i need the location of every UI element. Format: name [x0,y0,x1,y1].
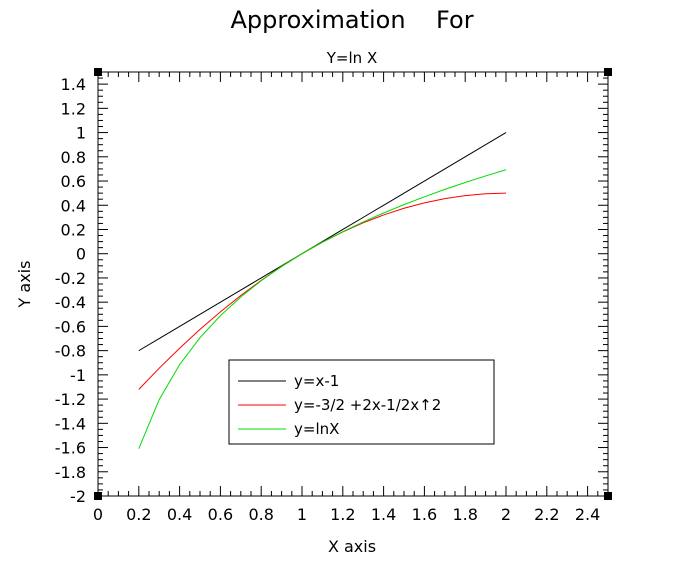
legend-label-1: y=-3/2 +2x-1/2x↑2 [294,396,441,414]
x-tick-label: 0.6 [208,505,233,524]
y-tick-label: -1.2 [55,390,86,409]
x-tick-label: 2 [501,505,511,524]
y-tick-label: 1.4 [61,75,86,94]
y-tick-label: -1.4 [55,414,86,433]
x-tick-label: 1.4 [371,505,396,524]
y-tick-label: -2 [70,487,86,506]
x-tick-label: 0.4 [167,505,192,524]
legend-box [228,359,495,445]
y-tick-label: 0.2 [61,220,86,239]
y-tick-label: -1 [70,366,86,385]
legend-label-0: y=x-1 [294,372,339,390]
legend: y=x-1 y=-3/2 +2x-1/2x↑2 y=lnX [228,359,495,445]
y-tick-label: 0.8 [61,148,86,167]
series-lines [138,132,507,449]
y-tick-label: 0 [76,245,86,264]
x-tick-label: 0.2 [126,505,151,524]
x-tick-label: 2.2 [534,505,559,524]
x-tick-label: 2.4 [575,505,600,524]
x-axis-label: X axis [328,537,376,556]
legend-label-2: y=lnX [294,420,339,438]
y-tick-label: -0.6 [55,317,86,336]
y-tick-label: -0.2 [55,269,86,288]
series-line-0 [138,132,507,352]
y-tick-label: -1.6 [55,439,86,458]
axis-ticks [97,71,609,497]
x-tick-label: 1 [297,505,307,524]
y-tick-label: 0.4 [61,196,86,215]
x-tick-label: 0.8 [248,505,273,524]
x-tick-label: 1.2 [330,505,355,524]
y-tick-label: 0.6 [61,172,86,191]
x-tick-label: 1.6 [412,505,437,524]
y-axis-label: Y axis [15,261,34,309]
y-tick-label: -0.4 [55,293,86,312]
y-tick-label: 1 [76,124,86,143]
chart-title: Approximation For [230,6,473,34]
tick-labels: 0 0.2 0.4 0.6 0.8 1 1.2 1.4 1.6 1.8 2 2.2 2.4 1.4 1.2 1… [55,75,601,524]
y-tick-label: -1.8 [55,463,86,482]
series-line-2 [138,169,507,449]
y-tick-label: 1.2 [61,99,86,118]
y-tick-label: -0.8 [55,342,86,361]
chart-subtitle: Y=ln X [326,49,377,67]
x-tick-label: 1.8 [452,505,477,524]
x-tick-label: 0 [93,505,103,524]
